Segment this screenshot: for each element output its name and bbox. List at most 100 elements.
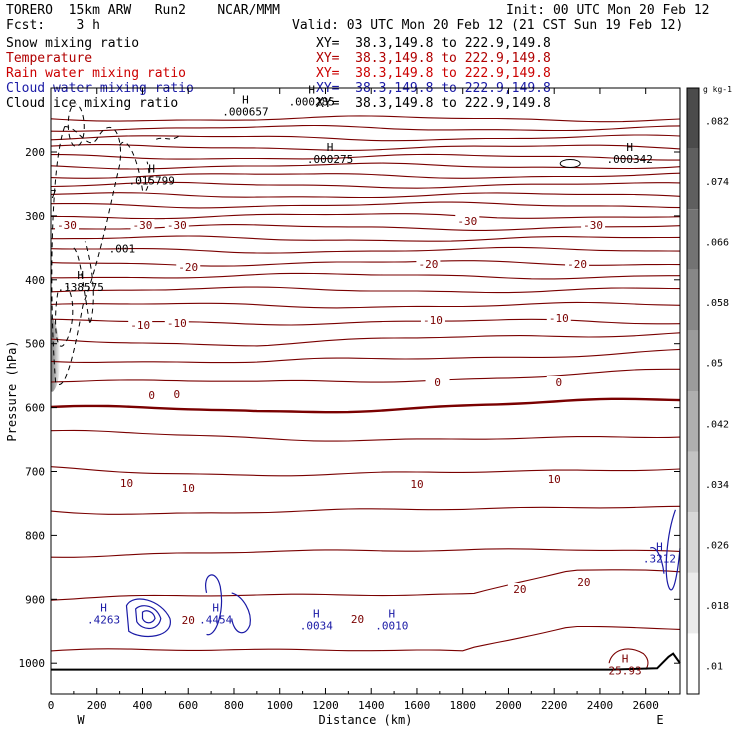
field-xy-snow: XY= 38.3,149.8 to 222.9,149.8 (316, 36, 551, 51)
maximum-marker: H (77, 269, 84, 282)
temperature-contour-line (50, 368, 680, 383)
temperature-contour-line (50, 505, 681, 515)
y-axis-label: Pressure (hPa) (5, 340, 19, 441)
maximum-marker: H (313, 608, 320, 621)
maximum-value: .000342 (607, 153, 653, 166)
temperature-contour-label: -30 (457, 215, 477, 228)
colorbar-tick-label: .034 (705, 480, 729, 491)
snow-contour-line (51, 125, 121, 385)
temperature-contour-label: -10 (549, 312, 569, 325)
maximum-marker: H (626, 141, 633, 154)
x-tick-label: 2400 (587, 699, 614, 712)
temperature-label-bg (128, 319, 153, 331)
snow-contour-line (67, 103, 85, 147)
temperature-contour-label: 20 (513, 583, 526, 596)
temperature-contour-line (50, 124, 681, 132)
x-tick-label: 200 (87, 699, 107, 712)
temperature-label-bg (345, 613, 370, 625)
temperature-label-bg (164, 388, 189, 400)
temperature-label-bg (542, 473, 567, 485)
maximum-marker: H (212, 601, 219, 614)
snow-contour-line (119, 141, 150, 193)
x-axis-label: Distance (km) (319, 713, 413, 727)
header-run: TORERO 15km ARW Run2 NCAR/MMM (6, 3, 280, 18)
x-tick-label: 600 (178, 699, 198, 712)
maximum-marker: H (388, 608, 395, 621)
temperature-label-bg (546, 312, 571, 324)
snow-contour-line (73, 241, 94, 325)
temperature-contour-label: -30 (583, 219, 603, 232)
temperature-contour-line (50, 246, 681, 254)
cloud-ice-contour (559, 159, 581, 169)
field-name-temperature: Temperature (6, 51, 93, 66)
snow-contour-label: .001 (109, 242, 136, 255)
temperature-label-bg (114, 477, 139, 489)
x-tick-label: 1600 (404, 699, 431, 712)
maximum-marker: H (327, 141, 334, 154)
temperature-contour-label: -20 (567, 258, 587, 271)
field-name-cloud-water: Cloud water mixing ratio (6, 81, 194, 96)
colorbar-tick-label: .082 (705, 116, 729, 127)
maximum-marker: H (242, 93, 249, 106)
header-init: Init: 00 UTC Mon 20 Feb 12 (506, 3, 710, 18)
x-tick-label: 1400 (358, 699, 385, 712)
temperature-contour-line (50, 625, 681, 652)
maximum-marker: H (622, 652, 629, 665)
temperature-contour-line (50, 192, 681, 199)
x-tick-label: 2200 (541, 699, 568, 712)
colorbar-tick-label: .018 (705, 601, 729, 612)
temperature-contour-line (50, 332, 681, 347)
x-tick-label: 2600 (632, 699, 659, 712)
temperature-contour-line (50, 348, 681, 364)
colorbar-tick-label: .026 (705, 541, 729, 552)
x-axis-east-label: E (656, 713, 663, 727)
temperature-contour-line (51, 272, 680, 280)
cloud-water-contour-line (135, 605, 162, 630)
temperature-contour-label: 0 (148, 389, 155, 402)
temperature-contour-line (51, 224, 681, 231)
x-tick-label: 800 (224, 699, 244, 712)
colorbar-units: g kg-1 (703, 85, 732, 94)
colorbar-segment (687, 633, 699, 694)
temperature-label-bg (507, 583, 532, 595)
temperature-label-bg (571, 576, 596, 588)
maximum-value: .000275 (307, 153, 353, 166)
temperature-contour-label: -10 (130, 319, 150, 332)
temperature-contour-line (50, 181, 681, 189)
colorbar-tick-label: .05 (705, 359, 723, 370)
maximum-value: .0034 (300, 620, 333, 633)
temperature-label-bg (455, 215, 480, 227)
maximum-marker: H (100, 601, 107, 614)
temperature-contour-line (50, 172, 681, 179)
colorbar-tick-label: .074 (705, 177, 729, 188)
temperature-contour-label: 0 (434, 376, 441, 389)
maximum-value: .138575 (58, 281, 104, 294)
temperature-label-bg (164, 219, 189, 231)
temperature-contour-label: -30 (57, 219, 77, 232)
field-xy-cloud-ice: XY= 38.3,149.8 to 222.9,149.8 (316, 96, 551, 111)
temperature-contour-label: -20 (418, 258, 438, 271)
colorbar-segment (687, 512, 699, 573)
temperature-contour-label: 10 (182, 482, 195, 495)
colorbar-tick-label: .042 (705, 419, 729, 430)
temperature-contour-line (50, 201, 681, 209)
temperature-contour-label: -20 (178, 261, 198, 274)
maximum-marker: H (656, 541, 663, 554)
x-tick-label: 0 (48, 699, 55, 712)
temperature-contour-label: -30 (133, 219, 153, 232)
maximum-value: .4263 (87, 613, 120, 626)
y-tick-label: 900 (25, 593, 45, 606)
x-tick-label: 1000 (266, 699, 293, 712)
temperature-label-bg (565, 258, 590, 270)
temperature-contour-line (51, 235, 681, 242)
temperature-contour-label: 0 (555, 376, 562, 389)
temperature-contour-line (50, 213, 681, 220)
temperature-contour-line (50, 134, 681, 142)
temperature-label-bg (420, 314, 445, 326)
colorbar-tick-label: .058 (705, 298, 729, 309)
y-tick-label: 400 (25, 274, 45, 287)
cloud-water-contour-line (125, 598, 171, 638)
maximum-value: .000285 (289, 96, 335, 109)
snow-contour-line (55, 285, 74, 347)
cloud-water-contour-line (205, 574, 222, 636)
